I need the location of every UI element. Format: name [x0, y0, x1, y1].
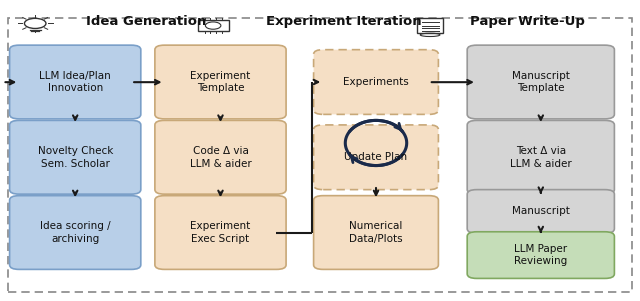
Text: Idea Generation: Idea Generation [86, 14, 207, 28]
FancyBboxPatch shape [467, 45, 614, 119]
Text: Idea scoring /
archiving: Idea scoring / archiving [40, 221, 111, 244]
FancyBboxPatch shape [10, 45, 141, 119]
Text: Experiment
Template: Experiment Template [190, 71, 251, 93]
Text: Update Plan: Update Plan [344, 152, 408, 162]
FancyBboxPatch shape [10, 196, 141, 269]
FancyBboxPatch shape [314, 50, 438, 114]
Text: LLM Paper
Reviewing: LLM Paper Reviewing [514, 244, 568, 266]
FancyBboxPatch shape [467, 120, 614, 194]
Text: Text Δ via
LLM & aider: Text Δ via LLM & aider [510, 146, 572, 169]
FancyBboxPatch shape [155, 120, 286, 194]
Text: Experiment
Exec Script: Experiment Exec Script [190, 221, 251, 244]
Text: Experiment Iteration: Experiment Iteration [266, 14, 421, 28]
Text: Experiments: Experiments [343, 77, 409, 87]
FancyBboxPatch shape [314, 196, 438, 269]
Text: Code Δ via
LLM & aider: Code Δ via LLM & aider [189, 146, 252, 169]
Text: Manuscript
Template: Manuscript Template [512, 71, 570, 93]
FancyBboxPatch shape [155, 45, 286, 119]
FancyBboxPatch shape [10, 120, 141, 194]
Text: Novelty Check
Sem. Scholar: Novelty Check Sem. Scholar [38, 146, 113, 169]
Text: Numerical
Data/Plots: Numerical Data/Plots [349, 221, 403, 244]
FancyBboxPatch shape [155, 196, 286, 269]
Text: Paper Write-Up: Paper Write-Up [470, 14, 585, 28]
FancyBboxPatch shape [467, 232, 614, 278]
Text: Manuscript: Manuscript [512, 206, 570, 216]
Text: LLM Idea/Plan
Innovation: LLM Idea/Plan Innovation [39, 71, 111, 93]
FancyBboxPatch shape [467, 190, 614, 233]
FancyBboxPatch shape [314, 125, 438, 190]
